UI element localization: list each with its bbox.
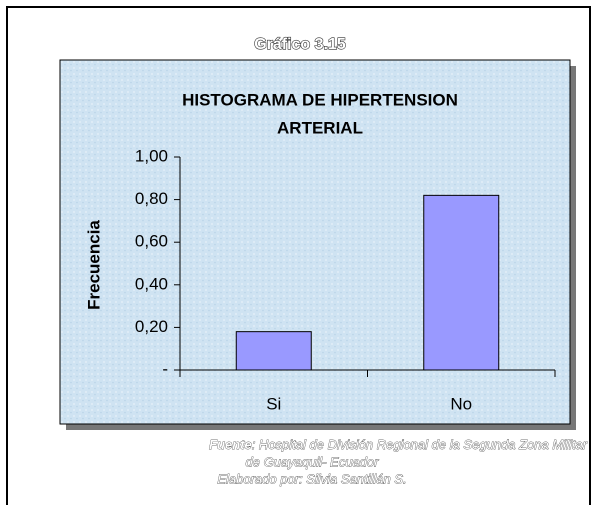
x-tick-label: Si [266, 394, 281, 413]
x-tick-label: No [450, 394, 472, 413]
frame [6, 6, 591, 505]
source-label: Fuente [209, 437, 252, 452]
credit: Elaborado por: Silvia Santillán S. [217, 471, 406, 486]
source-text: : Hospital de División Regional de la Se… [252, 437, 588, 452]
y-tick-label: 0,40 [135, 274, 168, 293]
figure-label: Gráfico 3.15 [254, 36, 346, 53]
y-tick-label: - [162, 359, 168, 378]
bar [423, 194, 500, 371]
chart-title: HISTOGRAMA DE HIPERTENSION [182, 90, 458, 109]
bar [235, 331, 312, 371]
y-tick-label: 0,60 [135, 232, 168, 251]
source-text: de Guayaquil- Ecuador [246, 454, 380, 469]
y-tick-label: 1,00 [135, 146, 168, 165]
y-axis-label: Frecuencia [84, 220, 103, 310]
y-tick-label: 0,80 [135, 189, 168, 208]
source: Fuente: Hospital de División Regional de… [209, 437, 588, 452]
chart-title: ARTERIAL [277, 118, 363, 137]
y-tick-label: 0,20 [135, 317, 168, 336]
